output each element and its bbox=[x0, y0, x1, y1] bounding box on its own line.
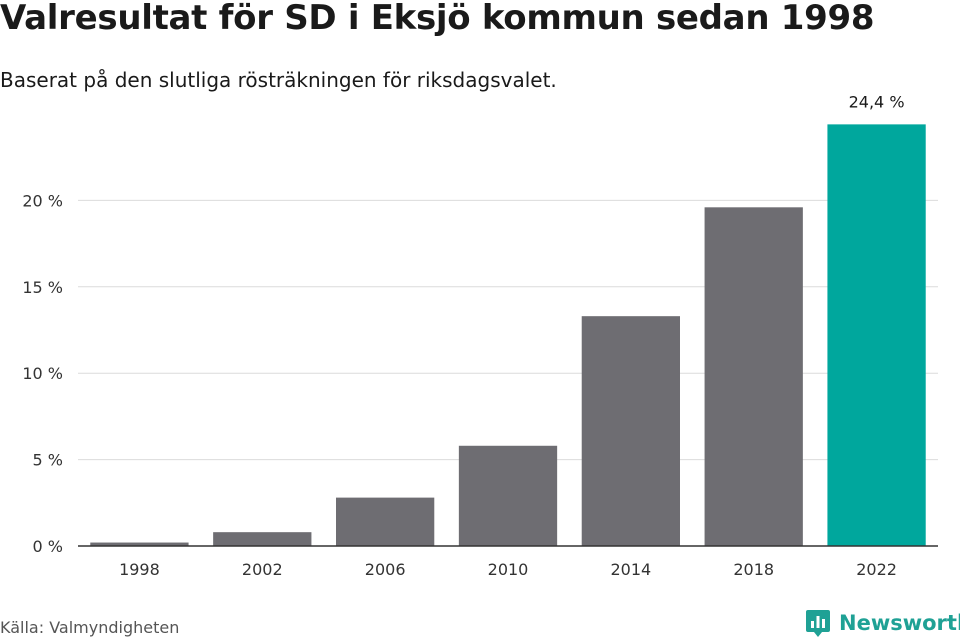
source-note: Källa: Valmyndigheten bbox=[0, 618, 180, 637]
chart-subtitle: Baserat på den slutliga rösträkningen fö… bbox=[0, 68, 557, 92]
bar-chart: 0 % 5 % 10 % 15 % 20 % 1998 2002 2006 2010 2014 2… bbox=[22, 92, 938, 579]
data-labels: 24,4 % bbox=[849, 92, 905, 111]
x-tick-label: 2002 bbox=[242, 560, 283, 579]
bar bbox=[827, 124, 926, 547]
brand: Newsworthy bbox=[805, 608, 960, 638]
bar bbox=[581, 316, 680, 546]
x-tick-label: 2014 bbox=[610, 560, 651, 579]
data-label: 24,4 % bbox=[849, 92, 905, 111]
grid-lines bbox=[78, 199, 938, 461]
x-tick-label: 2018 bbox=[733, 560, 774, 579]
bar bbox=[336, 497, 435, 546]
y-tick-label: 5 % bbox=[33, 451, 63, 470]
newsworthy-logo-icon bbox=[806, 610, 830, 637]
y-axis-ticks: 0 % 5 % 10 % 15 % 20 % bbox=[22, 191, 63, 556]
chart-title: Valresultat för SD i Eksjö kommun sedan … bbox=[0, 0, 875, 38]
bar bbox=[458, 445, 558, 546]
y-tick-label: 10 % bbox=[22, 364, 63, 383]
y-tick-label: 15 % bbox=[22, 278, 63, 297]
x-tick-label: 2022 bbox=[856, 560, 897, 579]
brand-name: Newsworthy bbox=[839, 611, 960, 635]
bar bbox=[213, 532, 312, 546]
x-tick-label: 2006 bbox=[365, 560, 406, 579]
y-tick-label: 20 % bbox=[22, 191, 63, 210]
x-tick-label: 2010 bbox=[488, 560, 529, 579]
x-tick-label: 1998 bbox=[119, 560, 160, 579]
bar bbox=[90, 542, 189, 546]
bars bbox=[90, 124, 926, 547]
bar bbox=[704, 207, 803, 546]
y-tick-label: 0 % bbox=[33, 537, 63, 556]
x-axis-ticks: 1998 2002 2006 2010 2014 2018 2022 bbox=[119, 560, 897, 579]
